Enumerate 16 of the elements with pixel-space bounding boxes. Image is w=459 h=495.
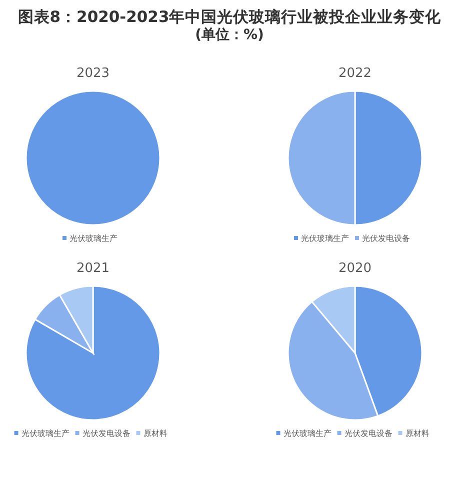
legend-label: 光伏玻璃生产	[301, 234, 349, 243]
chart-title: 2021	[76, 261, 110, 276]
text: (单位：%)	[195, 27, 264, 43]
chart-title: 2022	[338, 66, 372, 81]
pie-slice	[25, 285, 161, 421]
chart-title: 2023	[76, 66, 110, 81]
legend-label: 光伏玻璃生产	[21, 429, 70, 438]
legend-label: 光伏发电设备	[362, 234, 410, 243]
legend-label: 光伏玻璃生产	[70, 234, 118, 243]
legend-label: 原材料	[143, 429, 168, 438]
legend-label: 原材料	[405, 429, 430, 438]
chart-title: 2020	[338, 261, 372, 276]
text: 图表8：2020-2023年中国光伏玻璃行业被投企业业务变化	[18, 8, 442, 26]
legend-label: 光伏玻璃生产	[283, 429, 332, 438]
legend-label: 光伏发电设备	[82, 429, 130, 438]
legend-label: 光伏发电设备	[344, 429, 392, 438]
